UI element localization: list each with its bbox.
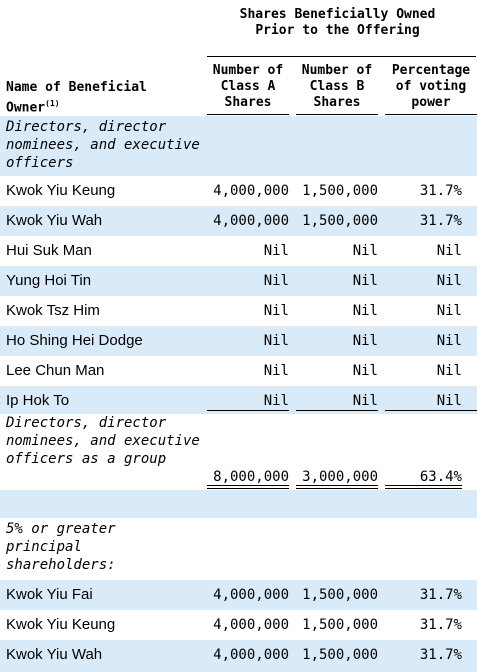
voting-power-value: Nil <box>436 243 462 259</box>
class-a-value: Nil <box>263 363 289 379</box>
owner-name: Kwok Yiu Keung <box>6 616 116 633</box>
total-double-rule-a2 <box>207 488 289 489</box>
class-a-value: Nil <box>263 303 289 319</box>
owner-name: Ho Shing Hei Dodge <box>6 332 143 349</box>
class-b-value: Nil <box>352 303 378 319</box>
total-double-rule-a1 <box>207 485 289 486</box>
table-row: Kwok Yiu Wah 4,000,000 1,500,000 31.7% <box>0 206 477 236</box>
class-a-value: Nil <box>263 393 289 409</box>
footnote-marker: (1) <box>45 99 60 108</box>
section-row-directors: Directors, director nominees, and execut… <box>0 116 477 176</box>
class-a-value: 4,000,000 <box>213 183 289 199</box>
group-total-row: Directors, director nominees, and execut… <box>0 414 477 490</box>
class-b-value: Nil <box>352 393 378 409</box>
owner-name: Ip Hok To <box>6 392 70 409</box>
class-b-value: Nil <box>352 333 378 349</box>
section-label-group-total: Directors, director nominees, and execut… <box>6 415 200 467</box>
section-label-principal: 5% or greater principal shareholders: <box>6 521 116 573</box>
voting-header-rule <box>385 114 477 115</box>
class-a-value: 4,000,000 <box>213 213 289 229</box>
class-b-value: 1,500,000 <box>302 587 378 603</box>
class-a-value: 4,000,000 <box>213 647 289 663</box>
voting-power-value: Nil <box>436 393 462 409</box>
group-header-rule <box>207 56 476 57</box>
voting-power-value: 31.7% <box>419 587 462 603</box>
group-voting-power-value: 63.4% <box>419 469 462 485</box>
class-a-value: 4,000,000 <box>213 617 289 633</box>
voting-power-value: Nil <box>436 303 462 319</box>
table-row: Ho Shing Hei Dodge Nil Nil Nil <box>0 326 477 356</box>
spacer-row <box>0 490 477 518</box>
voting-power-value: 31.7% <box>419 617 462 633</box>
total-double-rule-c2 <box>385 488 462 489</box>
voting-power-value: 31.7% <box>419 213 462 229</box>
voting-power-value: 31.7% <box>419 647 462 663</box>
section-label-directors: Directors, director nominees, and execut… <box>6 119 200 171</box>
subtotal-rule-b <box>296 410 378 411</box>
group-class-a-value: 8,000,000 <box>213 469 289 485</box>
owner-name: Kwok Yiu Keung <box>6 182 116 199</box>
class-a-value: Nil <box>263 273 289 289</box>
class-b-value: 1,500,000 <box>302 647 378 663</box>
table-row: Kwok Yiu Fai 4,000,000 1,500,000 31.7% <box>0 580 477 610</box>
class-b-header-rule <box>296 114 378 115</box>
table-row: Hui Suk Man Nil Nil Nil <box>0 236 477 266</box>
owner-name: Kwok Tsz Him <box>6 302 100 319</box>
total-double-rule-b2 <box>296 488 378 489</box>
group-header: Shares Beneficially Owned Prior to the O… <box>239 7 436 38</box>
subtotal-rule-a <box>207 410 289 411</box>
subtotal-rule-c <box>385 410 477 411</box>
table-row: Yung Hoi Tin Nil Nil Nil <box>0 266 477 296</box>
class-a-value: 4,000,000 <box>213 587 289 603</box>
class-a-value: Nil <box>263 333 289 349</box>
class-b-column-header: Number of Class B Shares <box>301 63 373 110</box>
table-row: Lee Chun Man Nil Nil Nil <box>0 356 477 386</box>
class-b-value: Nil <box>352 243 378 259</box>
class-b-value: 1,500,000 <box>302 183 378 199</box>
owner-name: Hui Suk Man <box>6 242 92 259</box>
table-row: Kwok Yiu Keung 4,000,000 1,500,000 31.7% <box>0 610 477 640</box>
table-row: Kwok Tsz Him Nil Nil Nil <box>0 296 477 326</box>
voting-power-column-header: Percentage of voting power <box>391 63 471 110</box>
class-a-header-rule <box>207 114 289 115</box>
class-b-value: Nil <box>352 273 378 289</box>
table-row: Kwok Yiu Wah 4,000,000 1,500,000 31.7% <box>0 640 477 672</box>
class-a-value: Nil <box>263 243 289 259</box>
section-row-principal: 5% or greater principal shareholders: <box>0 518 477 580</box>
total-double-rule-b1 <box>296 485 378 486</box>
owner-name: Kwok Yiu Fai <box>6 586 93 603</box>
class-a-column-header: Number of Class A Shares <box>212 63 284 110</box>
name-column-label: Name of Beneficial Owner <box>6 80 147 116</box>
owner-name: Lee Chun Man <box>6 362 105 379</box>
voting-power-value: 31.7% <box>419 183 462 199</box>
voting-power-value: Nil <box>436 363 462 379</box>
class-b-value: Nil <box>352 363 378 379</box>
owner-name: Kwok Yiu Wah <box>6 646 103 663</box>
owner-name: Yung Hoi Tin <box>6 272 92 289</box>
voting-power-value: Nil <box>436 273 462 289</box>
class-b-value: 1,500,000 <box>302 213 378 229</box>
total-double-rule-c1 <box>385 485 462 486</box>
table-row: Kwok Yiu Keung 4,000,000 1,500,000 31.7% <box>0 176 477 206</box>
class-b-value: 1,500,000 <box>302 617 378 633</box>
name-column-header: Name of Beneficial Owner(1) <box>6 80 196 116</box>
table-row: Ip Hok To Nil Nil Nil <box>0 386 477 414</box>
owner-name: Kwok Yiu Wah <box>6 212 103 229</box>
voting-power-value: Nil <box>436 333 462 349</box>
group-class-b-value: 3,000,000 <box>302 469 378 485</box>
